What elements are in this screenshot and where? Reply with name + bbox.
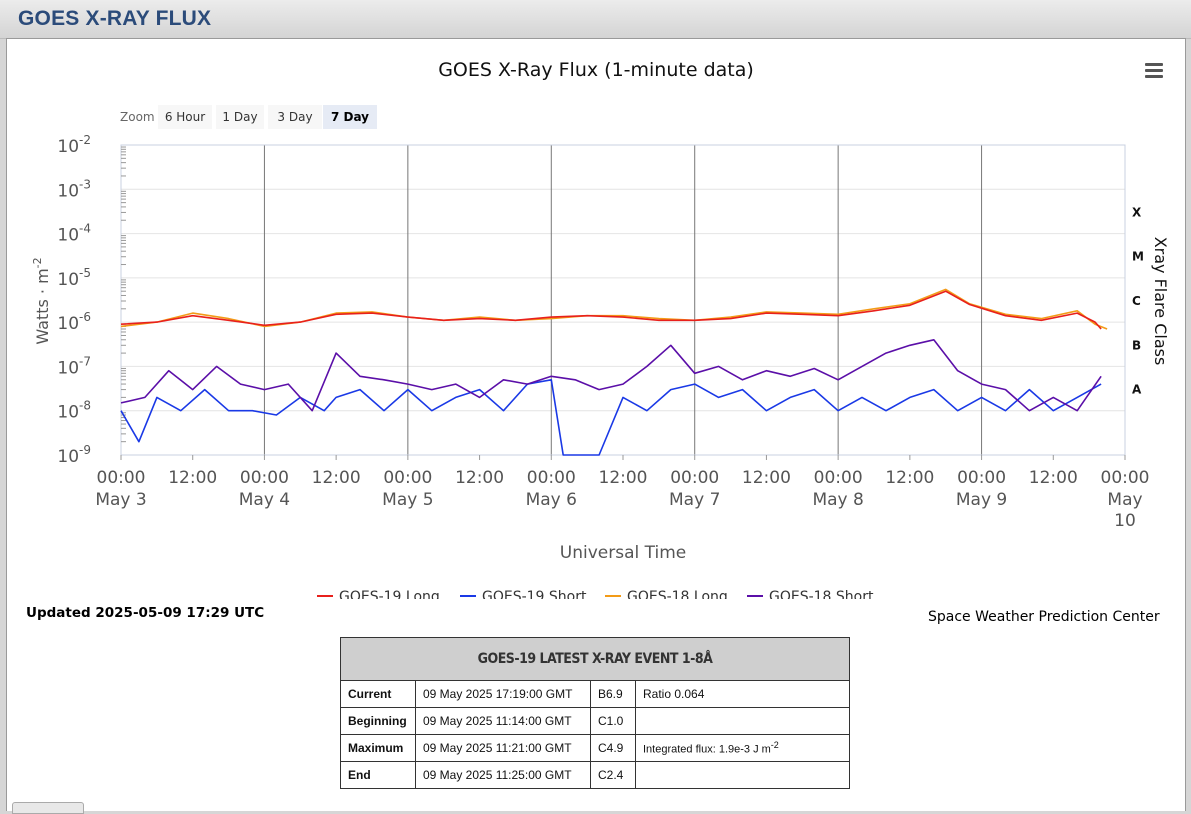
legend-label: GOES-18 Long <box>627 589 728 599</box>
flare-class-label: B <box>1132 338 1141 352</box>
x-tick-label: 12:00 <box>168 468 217 488</box>
x-date-label: May 4 <box>239 490 290 510</box>
chart-credit: Space Weather Prediction Center <box>928 609 1160 625</box>
series-line-goes-19-long <box>120 290 1102 330</box>
plot-area <box>120 144 1126 456</box>
event-table-title: GOES-19 LATEST X-RAY EVENT 1-8Å <box>340 637 850 681</box>
hamburger-menu-icon[interactable] <box>1145 63 1163 79</box>
row-label: Beginning <box>340 707 416 735</box>
x-tick-label: 12:00 <box>885 468 934 488</box>
row-class: C2.4 <box>590 761 636 789</box>
legend-label: GOES-19 Long <box>339 589 440 599</box>
zoom-7-day-button[interactable]: 7 Day <box>323 105 377 129</box>
row-class: C1.0 <box>590 707 636 735</box>
legend-label: GOES-19 Short <box>482 589 587 599</box>
x-tick-label: 00:00 <box>527 468 576 488</box>
y-tick-label: 10-9 <box>57 443 91 467</box>
x-date-label: May 5 <box>382 490 433 510</box>
x-date-label: May 9 <box>956 490 1007 510</box>
x-tick-label: 00:00 <box>240 468 289 488</box>
table-row: Maximum 09 May 2025 11:21:00 GMT C4.9 In… <box>340 734 850 762</box>
zoom-label: Zoom <box>120 110 155 124</box>
y-tick-label: 10-4 <box>57 222 91 246</box>
chart-title: GOES X-Ray Flux (1-minute data) <box>438 59 754 81</box>
x-axis-label: Universal Time <box>560 543 686 563</box>
y-tick-label: 10-3 <box>57 177 91 201</box>
x-tick-label: 00:00 <box>383 468 432 488</box>
x-tick-label: 12:00 <box>599 468 648 488</box>
row-extra <box>635 761 850 789</box>
flare-class-label: X <box>1132 205 1142 219</box>
page-title: GOES X-RAY FLUX <box>18 7 212 30</box>
row-time: 09 May 2025 11:14:00 GMT <box>415 707 591 735</box>
x-tick-label: 12:00 <box>312 468 361 488</box>
chart-panel: GOES X-Ray Flux (1-minute data) 10-9 10-8 1… <box>6 38 1186 811</box>
bottom-tab[interactable] <box>12 802 84 814</box>
flare-class-label: C <box>1132 294 1141 308</box>
series-line-goes-18-short <box>120 339 1102 412</box>
y-tick-label: 10-7 <box>57 354 91 378</box>
x-tick-label: 00:00 <box>97 468 146 488</box>
row-time: 09 May 2025 17:19:00 GMT <box>415 680 591 708</box>
row-label: Maximum <box>340 734 416 762</box>
row-time: 09 May 2025 11:25:00 GMT <box>415 761 591 789</box>
row-extra <box>635 707 850 735</box>
x-date-label: May 8 <box>812 490 863 510</box>
zoom-1-day-button[interactable]: 1 Day <box>216 105 264 129</box>
series-line-goes-19-short <box>120 379 1102 456</box>
row-extra: Integrated flux: 1.9e-3 J m-2 <box>635 734 850 762</box>
right-axis-label: Xray Flare Class <box>1151 237 1170 366</box>
x-tick-label: 12:00 <box>1029 468 1078 488</box>
row-label: Current <box>340 680 416 708</box>
x-date-label: May <box>1107 490 1142 510</box>
x-tick-label: 12:00 <box>742 468 791 488</box>
x-tick-label: 12:00 <box>455 468 504 488</box>
legend-label: GOES-18 Short <box>769 589 874 599</box>
row-class: C4.9 <box>590 734 636 762</box>
y-tick-label: 10-2 <box>57 133 91 157</box>
row-class: B6.9 <box>590 680 636 708</box>
x-tick-label: 00:00 <box>1101 468 1150 488</box>
flare-class-label: A <box>1132 383 1142 397</box>
x-tick-label: 00:00 <box>814 468 863 488</box>
row-extra: Ratio 0.064 <box>635 680 850 708</box>
x-date-label: May 6 <box>526 490 577 510</box>
y-axis-label: Watts · m-2 <box>31 257 52 344</box>
y-tick-label: 10-5 <box>57 266 91 290</box>
row-time: 09 May 2025 11:21:00 GMT <box>415 734 591 762</box>
page-header: GOES X-RAY FLUX <box>0 0 1191 39</box>
x-tick-label: 00:00 <box>957 468 1006 488</box>
x-date-label: May 3 <box>95 490 146 510</box>
x-tick-label: 00:00 <box>670 468 719 488</box>
table-row: Current 09 May 2025 17:19:00 GMT B6.9 Ra… <box>340 680 850 708</box>
table-row: End 09 May 2025 11:25:00 GMT C2.4 <box>340 761 850 789</box>
updated-timestamp: Updated 2025-05-09 17:29 UTC <box>26 605 265 621</box>
xray-event-table: GOES-19 LATEST X-RAY EVENT 1-8Å Current … <box>340 637 850 789</box>
x-date-label: May 7 <box>669 490 720 510</box>
xray-flux-chart: GOES X-Ray Flux (1-minute data) 10-9 10-8 1… <box>31 59 1170 599</box>
series-line-goes-18-long <box>120 288 1108 330</box>
zoom-3-day-button[interactable]: 3 Day <box>268 105 322 129</box>
flare-class-label: M <box>1132 250 1144 264</box>
row-label: End <box>340 761 416 789</box>
table-row: Beginning 09 May 2025 11:14:00 GMT C1.0 <box>340 707 850 735</box>
x-date-label: 10 <box>1114 511 1136 531</box>
zoom-6-hour-button[interactable]: 6 Hour <box>158 105 212 129</box>
y-tick-label: 10-6 <box>57 310 91 334</box>
y-tick-label: 10-8 <box>57 399 91 423</box>
